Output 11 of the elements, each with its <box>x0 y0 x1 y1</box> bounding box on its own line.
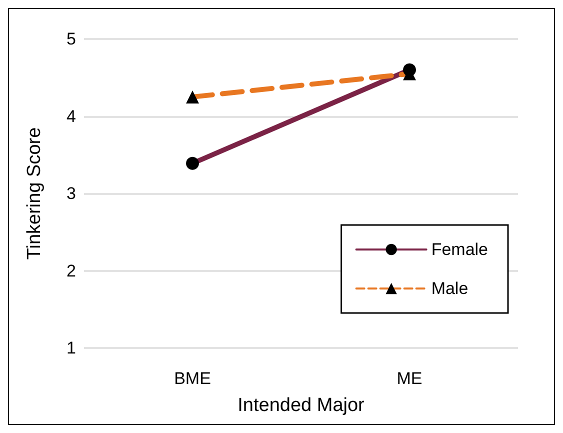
y-tick-label: 3 <box>66 184 76 203</box>
x-axis-title: Intended Major <box>238 395 366 416</box>
y-tick-label: 2 <box>66 261 76 280</box>
x-tick-label: ME <box>396 369 422 388</box>
legend-label: Female <box>431 240 488 259</box>
legend-label: Male <box>431 279 468 298</box>
y-axis-title: Tinkering Score <box>24 127 45 260</box>
y-tick-label: 4 <box>66 106 76 126</box>
x-tick-label: BME <box>174 369 211 388</box>
y-tick-label: 1 <box>66 338 76 358</box>
y-tick-label: 5 <box>66 30 76 48</box>
